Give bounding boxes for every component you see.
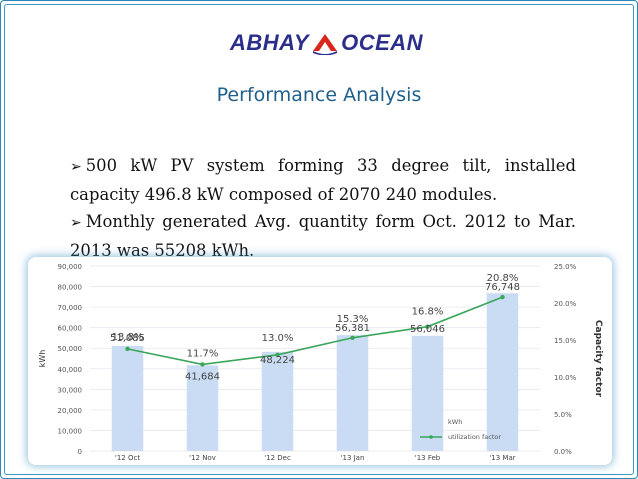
- bar-data-label: 56,381: [335, 323, 370, 334]
- slide-frame-inner: [4, 4, 634, 475]
- line-point: [200, 362, 205, 367]
- bar-data-label: 76,748: [485, 282, 520, 293]
- line-point: [350, 335, 355, 340]
- x-tick-label: '12 Oct: [115, 454, 140, 462]
- line-data-label: 15.3%: [337, 314, 369, 325]
- line-data-label: 11.7%: [187, 348, 219, 359]
- y2-axis-label: Capacity factor: [593, 320, 603, 398]
- line-point: [500, 294, 505, 300]
- bar: [261, 351, 294, 451]
- logo-text-left: ABHAY: [230, 30, 310, 55]
- legend-label: utilization factor: [448, 433, 501, 441]
- line-point: [275, 352, 280, 357]
- y2-tick-label: 25.0%: [554, 263, 577, 271]
- y-tick-label: 20,000: [58, 407, 83, 415]
- y-tick-label: 90,000: [58, 263, 83, 271]
- bar: [486, 293, 519, 451]
- y-axis-label: kWh: [38, 350, 47, 368]
- x-tick-label: '13 Feb: [415, 454, 441, 462]
- x-tick-label: '12 Dec: [264, 454, 291, 462]
- bullet-item: ➢ 500 kW PV system forming 33 degree tilt…: [70, 152, 576, 208]
- y-tick-label: 30,000: [58, 386, 83, 394]
- bullet-item: ➢ Monthly generated Avg. quantity form Oc…: [70, 208, 576, 264]
- y2-tick-label: 0.0%: [554, 448, 572, 456]
- y-tick-label: 50,000: [58, 345, 83, 353]
- bar-data-label: 51,085: [110, 333, 145, 344]
- legend-bar-swatch: [420, 419, 442, 424]
- bullet-list: ➢ 500 kW PV system forming 33 degree tilt…: [70, 152, 576, 264]
- slide-title: Performance Analysis: [216, 84, 422, 106]
- bullet-text: 500 kW PV system forming 33 degree tilt,…: [70, 156, 576, 204]
- performance-chart: 0 10,000 20,000 30,000 40,000 50,000 60,000 70,…: [38, 263, 603, 462]
- logo-text-right: OCEAN: [341, 30, 424, 55]
- line-data-label: 20.8%: [487, 273, 519, 284]
- x-tick-label: '13 Jan: [341, 454, 365, 462]
- arrow-bullet-icon: ➢: [70, 215, 82, 231]
- bar: [186, 365, 219, 451]
- utilization-line: [127, 296, 503, 366]
- line-data-label: 13.0%: [262, 333, 294, 344]
- bar: [336, 335, 369, 451]
- arrow-bullet-icon: ➢: [70, 159, 82, 175]
- x-tick-label: '13 Mar: [489, 454, 515, 462]
- y-tick-label: 70,000: [58, 304, 83, 312]
- bar-data-label: 48,224: [260, 355, 295, 366]
- legend-label: kWh: [448, 418, 462, 426]
- y2-tick-label: 15.0%: [554, 337, 577, 345]
- y2-tick-label: 5.0%: [554, 411, 572, 419]
- company-logo: ABHAY OCEAN: [230, 30, 423, 56]
- line-point: [125, 346, 130, 352]
- line-data-label: 16.8%: [412, 307, 444, 318]
- bar: [111, 345, 144, 451]
- bar-data-label: 56,046: [410, 324, 445, 335]
- y-tick-label: 10,000: [58, 427, 83, 435]
- y-tick-label: 80,000: [58, 284, 83, 292]
- x-tick-label: '12 Nov: [189, 454, 216, 462]
- bar: [411, 335, 444, 451]
- bullet-text: Monthly generated Avg. quantity form Oct…: [70, 212, 576, 260]
- y2-tick-label: 20.0%: [554, 300, 577, 308]
- chart-container: 0 10,000 20,000 30,000 40,000 50,000 60,000 70,…: [28, 257, 612, 465]
- y2-tick-label: 10.0%: [554, 374, 577, 382]
- y-tick-label: 0: [78, 448, 82, 456]
- bar-data-label: 41,684: [185, 371, 220, 382]
- line-data-label: 13.8%: [112, 332, 144, 343]
- line-point: [425, 324, 430, 329]
- legend-line-marker: [429, 435, 433, 439]
- logo-emblem-icon: [313, 34, 338, 55]
- y-tick-label: 60,000: [58, 325, 83, 333]
- y-tick-label: 40,000: [58, 366, 83, 374]
